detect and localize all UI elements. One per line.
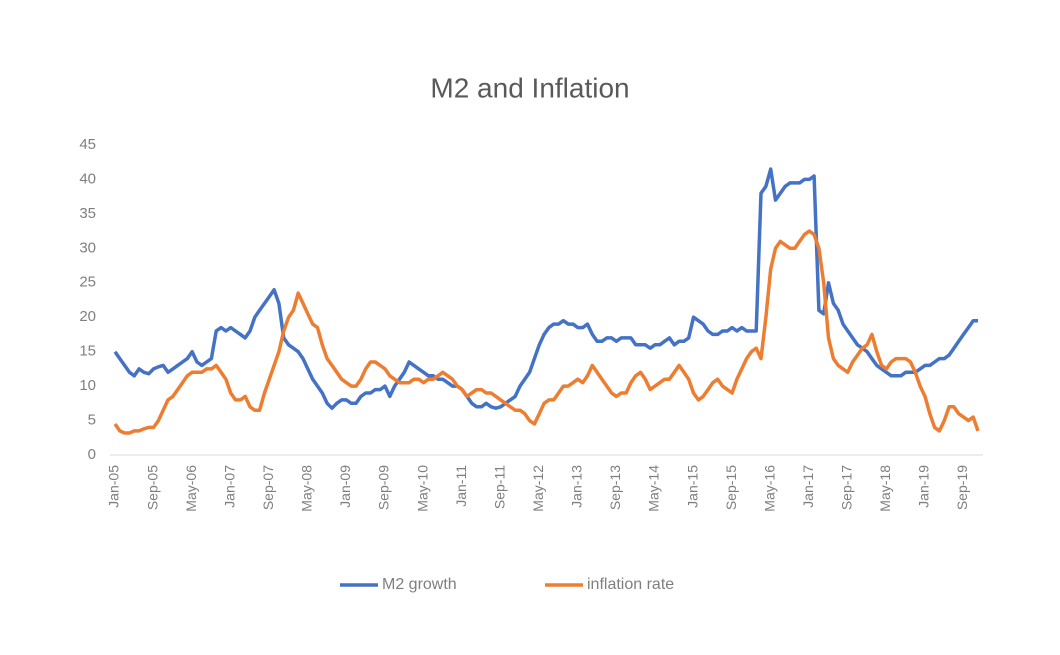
x-tick-label: May-10 — [414, 465, 430, 512]
legend-label: inflation rate — [587, 576, 674, 593]
y-tick-label: 0 — [88, 446, 96, 463]
x-tick-label: Sep-19 — [954, 465, 970, 510]
series-line — [113, 167, 978, 410]
x-tick-label: Jan-07 — [221, 465, 237, 508]
x-tick-label: May-08 — [299, 465, 315, 512]
y-tick-label: 20 — [79, 308, 96, 325]
x-tick-label: Sep-09 — [376, 465, 392, 510]
y-tick-label: 45 — [79, 136, 96, 153]
legend-label: M2 growth — [382, 576, 457, 593]
x-tick-label: May-14 — [646, 465, 662, 512]
x-tick-label: May-18 — [877, 465, 893, 512]
x-tick-label: Jan-13 — [569, 465, 585, 508]
y-tick-label: 10 — [79, 377, 96, 394]
x-tick-label: May-06 — [183, 465, 199, 512]
chart-title: M2 and Inflation — [430, 72, 629, 103]
x-tick-label: Sep-15 — [723, 465, 739, 510]
x-tick-label: Jan-19 — [916, 465, 932, 508]
y-tick-label: 30 — [79, 239, 96, 256]
y-tick-label: 15 — [79, 343, 96, 360]
series-line — [113, 229, 980, 435]
x-tick-label: Sep-17 — [839, 465, 855, 510]
x-tick-label: May-16 — [761, 465, 777, 512]
x-tick-label: Jan-11 — [453, 465, 469, 507]
y-tick-label: 25 — [79, 274, 96, 291]
x-tick-label: May-12 — [530, 465, 546, 512]
x-tick-label: Sep-05 — [144, 465, 160, 510]
x-tick-label: Jan-05 — [106, 465, 122, 508]
y-tick-label: 5 — [88, 412, 96, 429]
x-tick-label: Sep-11 — [491, 465, 507, 509]
x-tick-label: Jan-17 — [800, 465, 816, 508]
x-tick-label: Jan-09 — [337, 465, 353, 508]
y-tick-label: 40 — [79, 170, 96, 187]
y-tick-label: 35 — [79, 205, 96, 222]
x-tick-label: Jan-15 — [684, 465, 700, 508]
x-tick-label: Sep-13 — [607, 465, 623, 510]
x-tick-label: Sep-07 — [260, 465, 276, 510]
